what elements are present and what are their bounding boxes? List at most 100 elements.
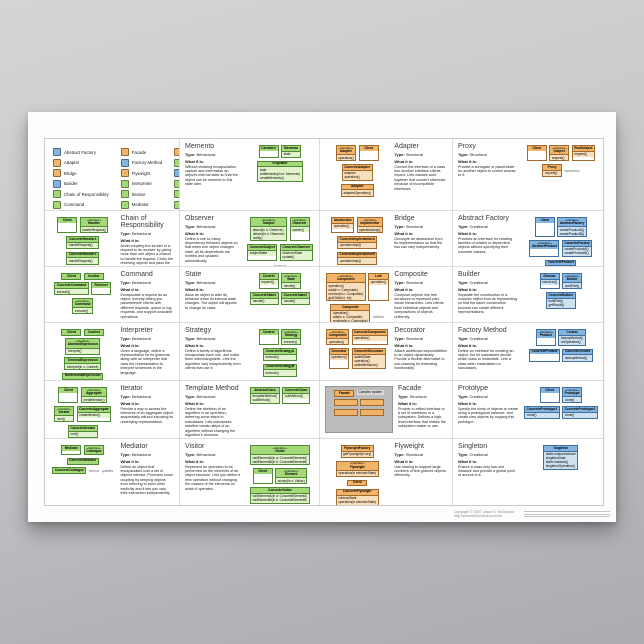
pattern-what-label: What it is: [185, 287, 205, 292]
pattern-text: Flyweight Type: Structural What it is: U… [394, 443, 447, 501]
uml-members: subjectState [248, 249, 277, 257]
pattern-uml-diagram: Singleton static uniqueInstance singletonD… [524, 443, 598, 501]
uml-members: state [282, 150, 301, 158]
uml-class-name: FlyweightFactory [341, 446, 373, 451]
pattern-cell-mediator: Mediator Type: Behavioral What it is: De… [45, 439, 180, 505]
uml-class-title: Subject [262, 221, 275, 226]
uml-class-concreteimplementorb: ConcreteImplementorB operationImpl() [337, 251, 378, 265]
uml-class-title: Client [352, 480, 362, 485]
uml-class-title: Director [543, 273, 556, 278]
uml-member: factoryMethod() [560, 336, 584, 341]
pattern-cell-proxy: Proxy Type: Structural What it is: Provi… [453, 139, 603, 211]
uml-class-handler: «interface» Handler handleRequest() [79, 217, 109, 234]
legend-column: Facade Factory Method Flyweight Interpreter… [120, 148, 162, 209]
pattern-uml-diagram: Context «interface» Strategy execute() Concr… [246, 327, 314, 377]
uml-class-name: Context [259, 330, 278, 335]
uml-class-name: Originator [258, 161, 302, 167]
uml-member: construct() [542, 280, 558, 285]
uml-stereotype: «interface» [564, 273, 580, 278]
uml-class-component: «interface» Component operation() add(in c:… [325, 273, 366, 302]
uml-class-concretestrategyb: ConcreteStrategyB execute() [262, 363, 297, 377]
uml-members: execute() [263, 353, 296, 361]
uml-member: request() [574, 152, 588, 157]
pattern-what-label: What it is: [394, 231, 414, 236]
pattern-uml-diagram: Director construct() «interface» Builder bui… [524, 271, 598, 318]
uml-class-title: Component [336, 277, 355, 282]
pattern-uml-diagram: Client Context «interface» AbstractExpressi… [50, 327, 115, 380]
legend-label: Chain of Responsibility [64, 191, 109, 197]
uml-member: clone() [564, 413, 575, 418]
behavioral-color-chip-icon [53, 190, 61, 199]
uml-class-title: Context [262, 273, 275, 278]
uml-class-context: Context [83, 329, 104, 336]
uml-class-name: «interface» Implementor [357, 218, 382, 227]
pattern-type: Type: Behavioral [185, 394, 216, 399]
uml-class-title: ConcreteClass [284, 387, 308, 392]
pattern-uml-diagram: Client «interface» Aggregate createIterator… [50, 385, 115, 438]
pattern-uml-diagram: FlyweightFactory getFlyweight(in key) «int… [325, 443, 389, 505]
uml-members: handle() [251, 297, 278, 305]
pattern-what-label: What it is: [120, 287, 140, 292]
uml-member: templateMethod() [252, 394, 278, 399]
uml-members: buildPart() getResult() [546, 297, 575, 309]
uml-class-title: AbstractClass [254, 387, 276, 392]
uml-class-name: ConcreteHandler2 [67, 252, 98, 258]
pattern-description: Represent an operation to be performed o… [185, 464, 241, 491]
uml-class-product: «interface» Product [535, 329, 556, 347]
pattern-title: Memento [185, 143, 215, 150]
pattern-type: Type: Behavioral [120, 452, 151, 457]
legend-label: Builder [64, 181, 78, 187]
uml-class-name: RealSubject [572, 146, 594, 151]
legend-column: Abstract Factory Adapter Bridge Builder Chai… [53, 148, 109, 209]
pattern-title: Factory Method [458, 327, 507, 334]
pattern-cell-flyweight: Flyweight Type: Structural What it is: U… [320, 439, 453, 505]
uml-members: handleRequest() [67, 241, 98, 249]
uml-class-title [336, 410, 355, 414]
uml-stereotype: «interface» [86, 445, 102, 450]
uml-class-title: Iterator [58, 410, 70, 415]
uml-class-name: Client [535, 218, 554, 223]
pattern-text: Facade Type: Structural What it is: Prov… [398, 385, 447, 434]
uml-member: state [259, 168, 267, 172]
uml-member: createMemento() [259, 176, 284, 180]
pattern-uml-diagram: Context request() «interface» State handle()… [246, 271, 314, 318]
creational-color-chip-icon [120, 158, 129, 167]
pattern-description: Specify the kinds of objects to create u… [458, 406, 519, 424]
uml-members: observerState update() [280, 249, 312, 261]
pattern-uml-diagram: Client «interface» Subject request() RealSub… [524, 143, 598, 206]
uml-class-title: Aggregate [86, 391, 102, 396]
uml-class-name: ConcreteStrategyA [263, 349, 296, 354]
uml-class-flyweight: «interface» Flyweight operation(in extrins… [335, 460, 379, 478]
uml-class-name: Receiver [92, 283, 111, 289]
uml-member: visitElementA(in a: ConcreteElementA) [252, 455, 308, 460]
pattern-title: Visitor [185, 443, 205, 450]
uml-class-title: Composite [342, 304, 359, 309]
uml-class-abstractproduct: «interface» AbstractProduct [529, 239, 560, 258]
uml-class-name: ConcreteComponent [352, 330, 388, 335]
legend-item-builder: Builder [53, 179, 109, 188]
uml-class-name: Singleton [544, 446, 578, 451]
uml-members: interpret(in c: Context) [65, 363, 100, 370]
uml-class-name: «interface» Flyweight [336, 461, 378, 470]
pattern-title: Flyweight [394, 443, 424, 450]
uml-class-title [363, 401, 382, 405]
uml-class-leaf: Leaf operation() [368, 273, 389, 302]
uml-class-title: Abstraction [333, 217, 352, 222]
uml-class-client: Client [61, 329, 82, 336]
uml-class-concretestate2: ConcreteState2 handle() [281, 291, 310, 306]
uml-member: handleRequest() [82, 227, 106, 232]
uml-members: operationImpl() [338, 257, 377, 264]
uml-class-title: Client [63, 387, 73, 392]
uml-class-title: ConcreteDecorator [354, 348, 384, 353]
uml-members: buildPart() [563, 282, 582, 289]
uml-members: handleRequest() [80, 226, 108, 233]
behavioral-color-chip-icon [174, 179, 179, 188]
pattern-description: Encapsulate a request as an object, ther… [120, 292, 173, 319]
pattern-title: Chain of Responsibility [120, 215, 164, 229]
pattern-uml-diagram: Caretaker Memento state Originator state setM… [246, 143, 314, 206]
uml-member: operation() [354, 336, 370, 341]
uml-member: next() [56, 416, 65, 421]
pattern-description: Define an interface for creating an obje… [458, 348, 514, 371]
uml-member: operation() [328, 283, 344, 288]
